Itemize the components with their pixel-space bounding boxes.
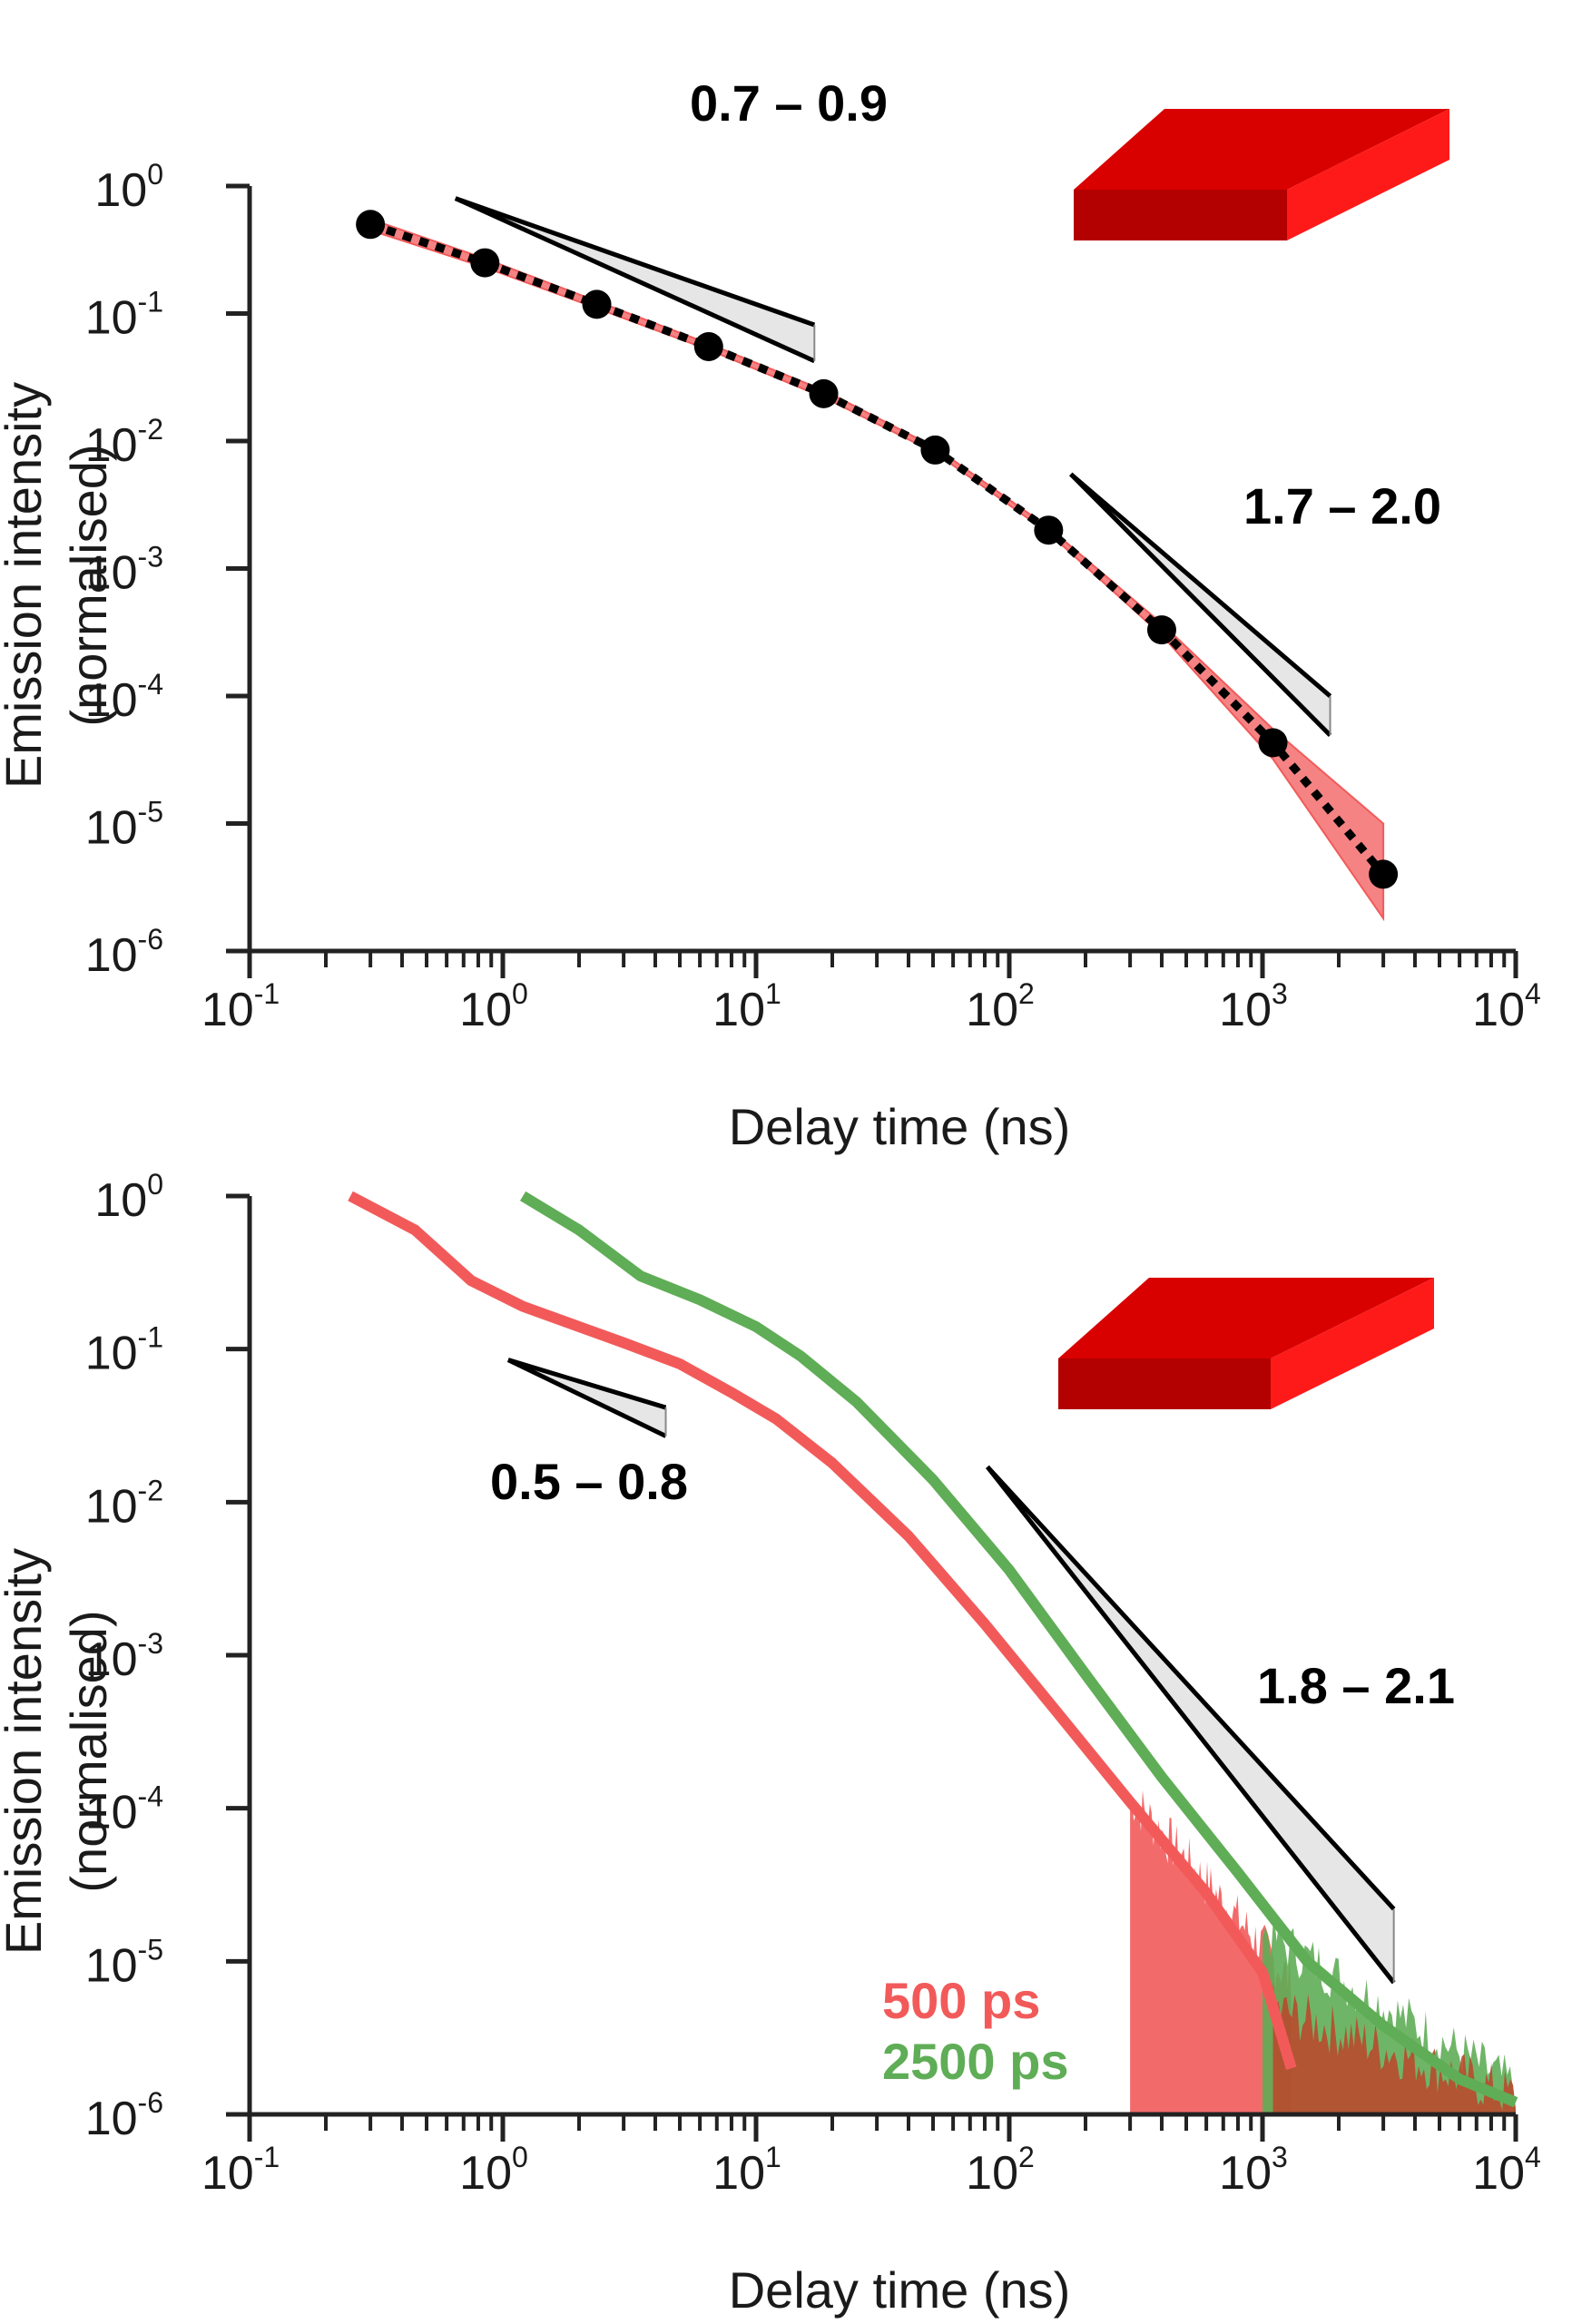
slope-guide-line [1069, 472, 1332, 738]
data-point [470, 248, 500, 278]
y-axis-label: Emission intensity [0, 382, 52, 789]
x-axis-label: Delay time (ns) [729, 1098, 1071, 1155]
confidence-band-layer [369, 218, 1385, 922]
x-tick-label: 10-1 [201, 2141, 280, 2200]
axis-layer: 10-1 100 101 102 103 104 100 10-1 10-2 10-3 10-4 10… [85, 158, 1541, 1036]
data-point [1369, 859, 1399, 889]
y-axis-label-unit: (normalised) [60, 1610, 117, 1892]
slope-annotation: 1.8 – 2.1 [1257, 1657, 1455, 1714]
legend-entry-2500ps: 2500 ps [882, 2033, 1069, 2090]
x-tick-label: 102 [966, 977, 1035, 1036]
data-point [356, 210, 386, 240]
slab-icon [1058, 1278, 1434, 1409]
x-tick-label: 101 [712, 977, 781, 1036]
legend-entry-500ps: 500 ps [882, 1972, 1040, 2029]
chart-top-panel: 10-1 100 101 102 103 104 100 10-1 10-2 10-3 10-4 10… [0, 74, 1541, 1155]
noise-band [1272, 1982, 1516, 2114]
y-tick-label: 10-2 [85, 413, 163, 472]
slope-guide-line [985, 1465, 1396, 1985]
y-tick-label: 10-3 [85, 541, 163, 600]
slope-guide-line [986, 1465, 1396, 1911]
data-point [1146, 615, 1176, 645]
slope-guide-layer [454, 196, 1332, 738]
y-tick-label: 10-6 [85, 2086, 163, 2145]
series-layer [348, 1191, 1518, 2108]
series-layer [356, 210, 1399, 889]
x-tick-label: 104 [1472, 977, 1541, 1036]
y-tick-label: 10-1 [85, 1321, 163, 1380]
x-tick-label: 100 [459, 977, 528, 1036]
x-tick-label: 103 [1219, 2141, 1288, 2200]
x-tick-label: 102 [966, 2141, 1035, 2200]
data-point [809, 378, 839, 408]
slope-annotation: 0.5 – 0.8 [490, 1453, 688, 1510]
slope-guide-line [506, 1358, 667, 1438]
x-tick-label: 100 [459, 2141, 528, 2200]
data-point [693, 331, 723, 361]
y-tick-label: 10-4 [85, 1780, 163, 1839]
y-axis-label: Emission intensity [0, 1548, 52, 1955]
y-tick-label: 10-2 [85, 1474, 163, 1533]
y-tick-label: 10-5 [85, 1933, 163, 1992]
y-tick-label: 100 [94, 1168, 163, 1227]
slope-annotation: 1.7 – 2.0 [1243, 477, 1441, 534]
y-tick-label: 10-6 [85, 923, 163, 982]
y-axis-label-unit: (normalised) [60, 444, 117, 726]
x-tick-label: 104 [1472, 2141, 1541, 2200]
slab-icon [1074, 109, 1449, 240]
slope-guide-layer [506, 1358, 1396, 1985]
series-line [348, 1191, 1297, 2070]
data-point [920, 435, 950, 465]
y-tick-label: 10-1 [85, 286, 163, 345]
series-line [368, 221, 1387, 878]
x-axis-label: Delay time (ns) [729, 2261, 1071, 2319]
data-point [1034, 515, 1064, 545]
chart-bottom-panel: 10-1 100 101 102 103 104 100 10-1 10-2 10-3 10-4 10… [0, 1168, 1541, 2319]
slope-guide-line [1069, 472, 1332, 698]
y-tick-label: 10-3 [85, 1627, 163, 1686]
slope-guide-line [454, 196, 816, 364]
x-tick-label: 101 [712, 2141, 781, 2200]
y-tick-label: 10-4 [85, 668, 163, 727]
series-line [519, 1191, 1518, 2108]
x-tick-label: 10-1 [201, 977, 280, 1036]
data-point [1258, 728, 1288, 758]
noise-band-layer [1130, 1790, 1516, 2114]
noise-band [1130, 1790, 1292, 2114]
slope-guide-line [507, 1358, 667, 1410]
slope-annotation: 0.7 – 0.9 [690, 74, 888, 132]
y-tick-label: 100 [94, 158, 163, 217]
x-tick-label: 103 [1219, 977, 1288, 1036]
slope-guide-line [454, 196, 816, 328]
axis-layer: 10-1 100 101 102 103 104 100 10-1 10-2 10-3 10-4 10… [85, 1168, 1541, 2200]
y-tick-label: 10-5 [85, 796, 163, 855]
data-point [582, 289, 612, 319]
confidence-band [369, 218, 1385, 922]
